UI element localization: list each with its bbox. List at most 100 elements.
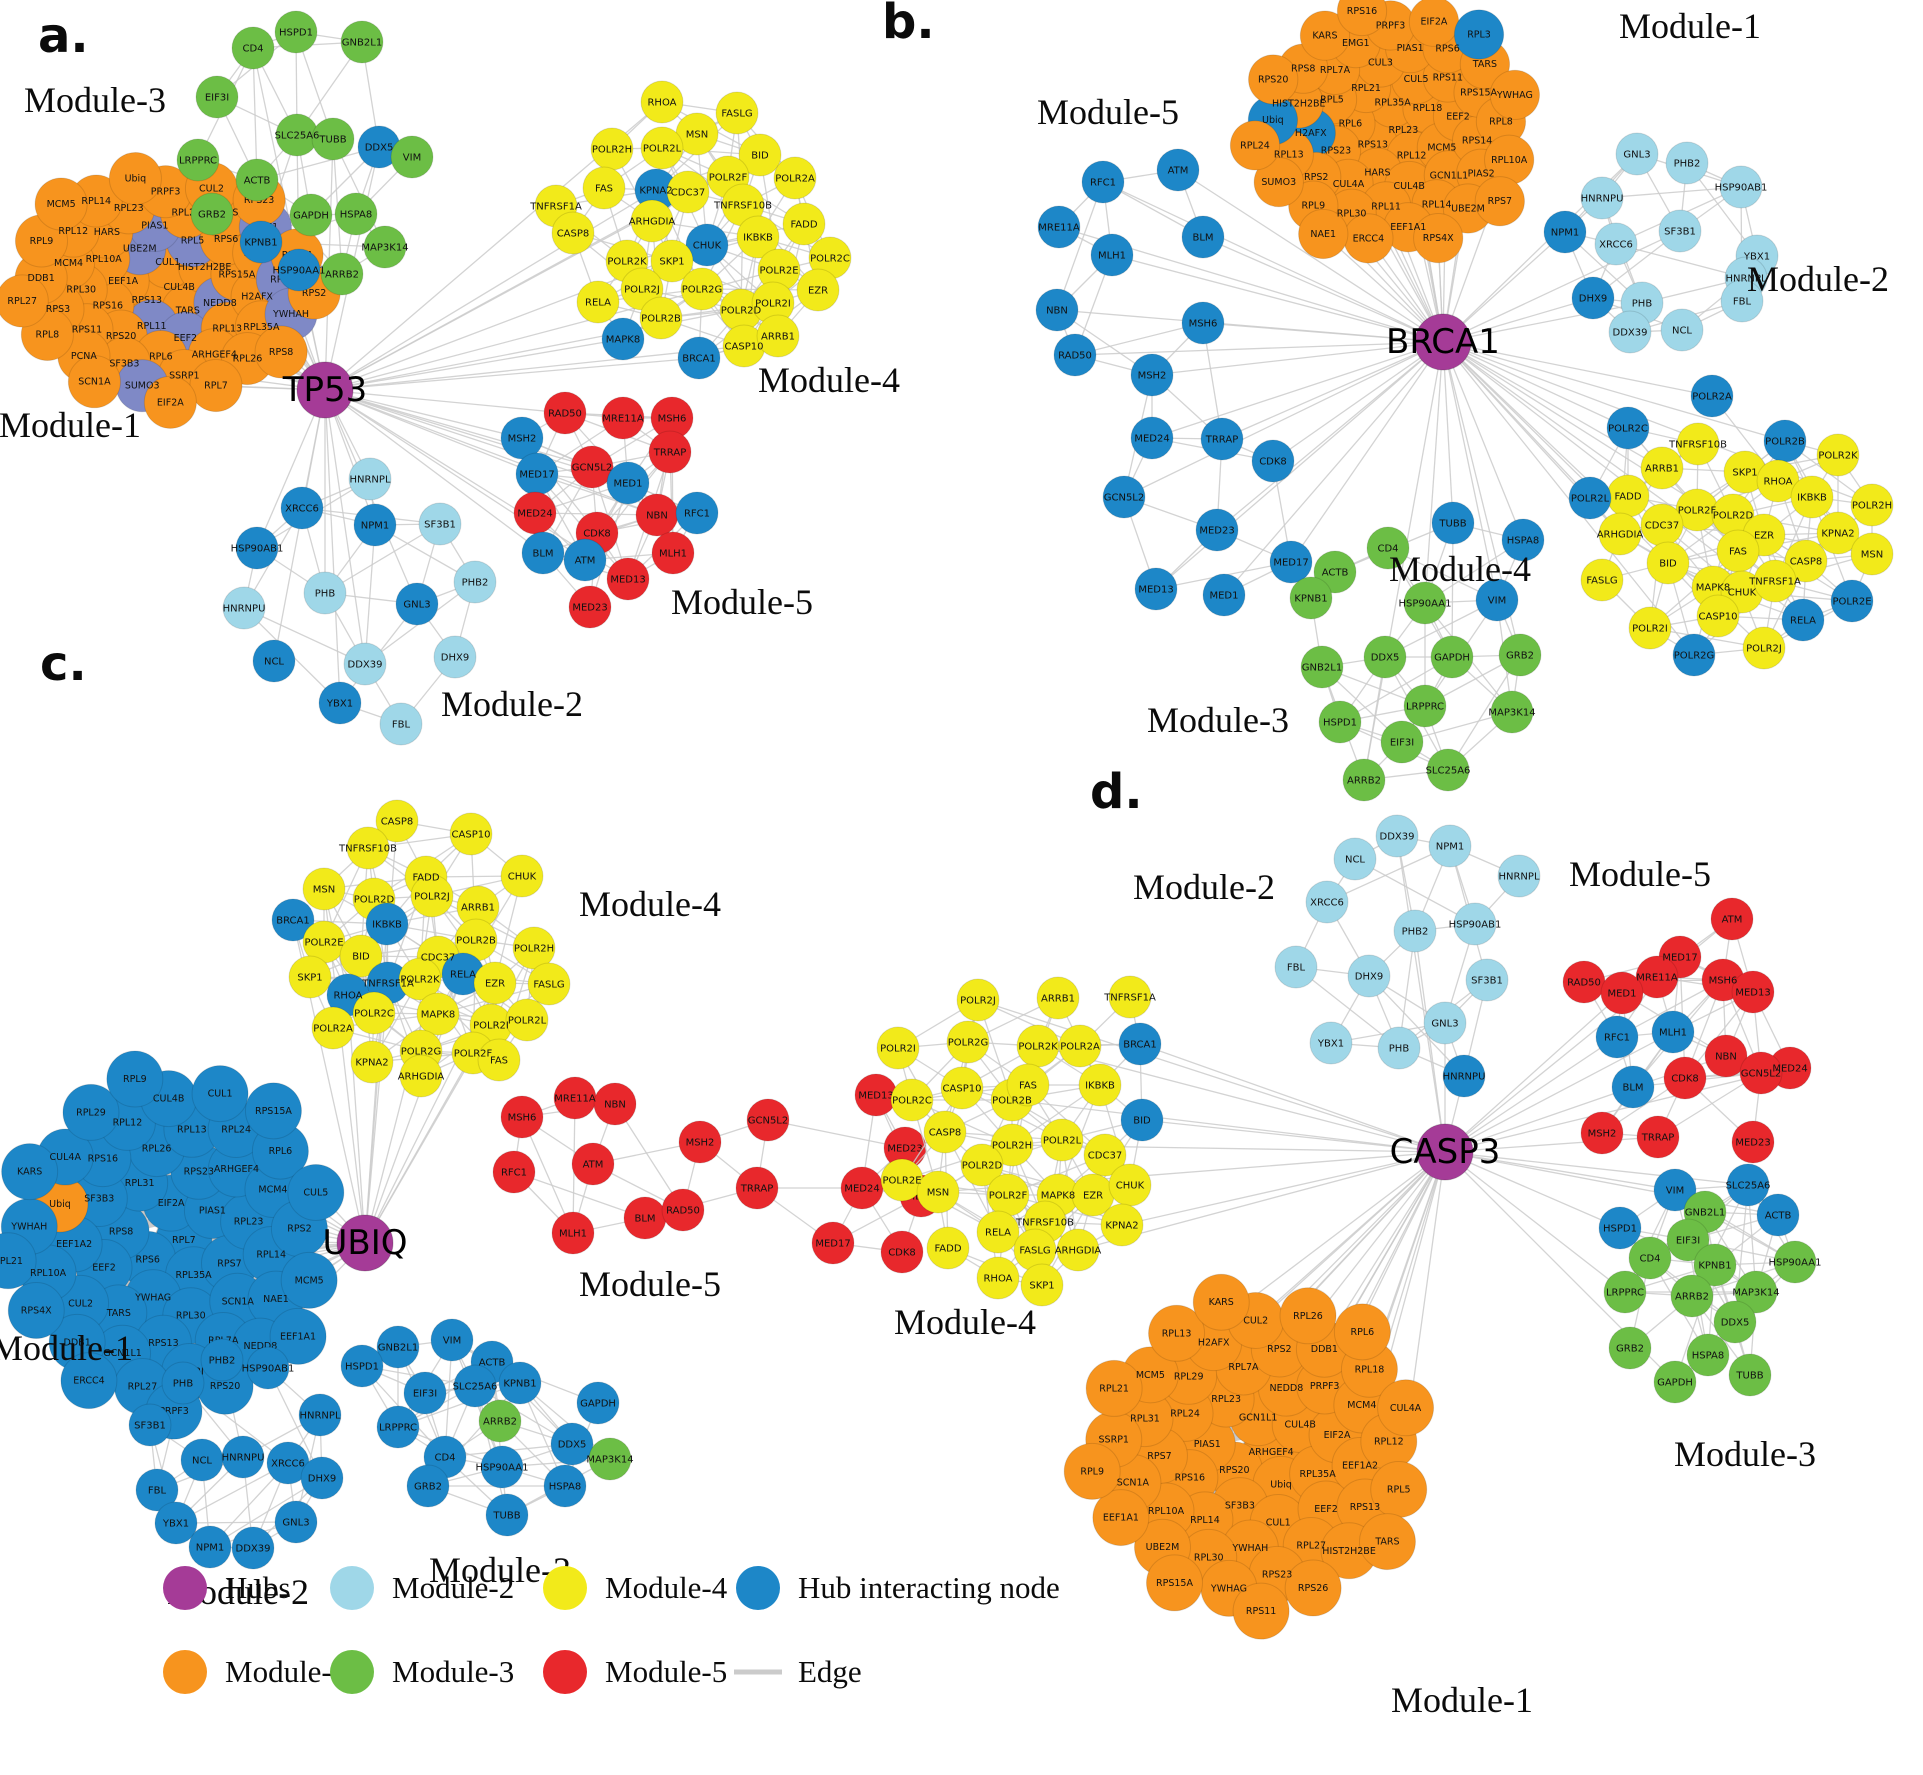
node-TARS[interactable] (1358, 1513, 1416, 1571)
node-NPM1[interactable] (1428, 824, 1472, 868)
node-MSH2[interactable] (1580, 1111, 1624, 1155)
node-GNB2L1[interactable] (376, 1325, 420, 1369)
node-POLR2C[interactable] (352, 991, 396, 1035)
node-HSP90AB1[interactable] (1453, 902, 1497, 946)
node-LRPPRC[interactable] (1603, 1270, 1647, 1314)
node-HSP90AA1[interactable] (480, 1445, 524, 1489)
node-MAP3K14[interactable] (1490, 690, 1534, 734)
node-KPNB1[interactable] (1693, 1243, 1737, 1287)
node-XRCC6[interactable] (1594, 222, 1638, 266)
node-MSH2[interactable] (678, 1120, 722, 1164)
node-SKP1[interactable] (1020, 1263, 1064, 1307)
node-IKBKB[interactable] (1790, 475, 1834, 519)
node-GRB2[interactable] (406, 1464, 450, 1508)
node-SF3B1[interactable] (1658, 209, 1702, 253)
node-ACTB[interactable] (1756, 1193, 1800, 1237)
node-VIM[interactable] (1475, 578, 1519, 622)
node-EZR[interactable] (796, 268, 840, 312)
node-DHX9[interactable] (1571, 276, 1615, 320)
node-MAPK8[interactable] (416, 992, 460, 1036)
node-HNRNPU[interactable] (222, 586, 266, 630)
node-FASLG[interactable] (527, 962, 571, 1006)
node-POLR2G[interactable] (946, 1020, 990, 1064)
node-IKBKB[interactable] (736, 215, 780, 259)
node-HSP90AB1[interactable] (235, 526, 279, 570)
node-RAD50[interactable] (1562, 960, 1606, 1004)
node-MED1[interactable] (1202, 573, 1246, 617)
node-POLR2F[interactable] (986, 1173, 1030, 1217)
node-MSN[interactable] (1850, 532, 1894, 576)
node-GCN5L2[interactable] (1739, 1051, 1783, 1095)
node-CUL4A[interactable] (1377, 1379, 1435, 1437)
node-TRRAP[interactable] (735, 1166, 779, 1210)
node-VIM[interactable] (390, 135, 434, 179)
node-EEF1A1[interactable] (269, 1307, 327, 1365)
node-RFC1[interactable] (675, 491, 719, 535)
node-NCL[interactable] (252, 639, 296, 683)
node-CASP8[interactable] (375, 799, 419, 843)
node-ARRB2[interactable] (320, 252, 364, 296)
node-GAPDH[interactable] (576, 1381, 620, 1425)
node-MCM5[interactable] (280, 1251, 338, 1309)
node-ARRB1[interactable] (1640, 446, 1684, 490)
node-VIM[interactable] (430, 1318, 474, 1362)
node-POLR2G[interactable] (680, 267, 724, 311)
node-FAS[interactable] (1006, 1063, 1050, 1107)
node-ARHGDIA[interactable] (630, 199, 674, 243)
node-TRRAP[interactable] (648, 430, 692, 474)
hub-node-BRCA1[interactable] (1414, 313, 1472, 371)
node-BID[interactable] (339, 934, 383, 978)
node-DDX39[interactable] (1608, 310, 1652, 354)
node-DHX9[interactable] (1347, 954, 1391, 998)
node-XRCC6[interactable] (280, 486, 324, 530)
node-KPNA2[interactable] (1100, 1203, 1144, 1247)
node-BLM[interactable] (623, 1196, 667, 1240)
node-GRB2[interactable] (1608, 1326, 1652, 1370)
node-RFC1[interactable] (1081, 160, 1125, 204)
node-MED23[interactable] (1731, 1120, 1775, 1164)
node-RAD50[interactable] (543, 391, 587, 435)
node-SF3B1[interactable] (1465, 958, 1509, 1002)
node-ARRB1[interactable] (1036, 976, 1080, 1020)
node-HSPA8[interactable] (1501, 518, 1545, 562)
node-NBN[interactable] (593, 1082, 637, 1126)
node-GNL3[interactable] (1423, 1001, 1467, 1045)
node-KARS[interactable] (1192, 1273, 1250, 1331)
node-MED24[interactable] (1130, 416, 1174, 460)
node-RPL21[interactable] (1085, 1359, 1143, 1417)
node-MRE11A[interactable] (553, 1076, 597, 1120)
node-MED13[interactable] (1731, 970, 1775, 1014)
node-EIF2A[interactable] (143, 375, 197, 429)
node-RPL29[interactable] (62, 1083, 120, 1141)
node-POLR2A[interactable] (1690, 374, 1734, 418)
node-FADD[interactable] (1606, 474, 1650, 518)
node-POLR2H[interactable] (590, 127, 634, 171)
node-CASP10[interactable] (1696, 594, 1740, 638)
node-PHB2[interactable] (200, 1338, 244, 1382)
node-RPL6[interactable] (1333, 1303, 1391, 1361)
node-SCN1A[interactable] (67, 355, 121, 409)
node-CASP8[interactable] (923, 1110, 967, 1154)
node-MED24[interactable] (513, 491, 557, 535)
node-FBL[interactable] (135, 1468, 179, 1512)
node-CASP10[interactable] (940, 1066, 984, 1110)
node-MED17[interactable] (1269, 540, 1313, 584)
node-EIF3I[interactable] (1380, 720, 1424, 764)
node-POLR2K[interactable] (1016, 1024, 1060, 1068)
node-MED17[interactable] (515, 452, 559, 496)
node-RPL7[interactable] (189, 358, 243, 413)
node-ARHGDIA[interactable] (399, 1054, 443, 1098)
hub-node-TP53[interactable] (296, 361, 354, 419)
node-POLR2B[interactable] (639, 296, 683, 340)
node-POLR2C[interactable] (1606, 406, 1650, 450)
node-BLM[interactable] (1181, 215, 1225, 259)
node-CDC37[interactable] (1640, 503, 1684, 547)
node-KPNB1[interactable] (498, 1361, 542, 1405)
node-RPL24[interactable] (1229, 120, 1281, 171)
node-POLR2I[interactable] (1628, 606, 1672, 650)
node-PHB[interactable] (1377, 1026, 1421, 1070)
node-DDX5[interactable] (550, 1422, 594, 1466)
node-PHB[interactable] (161, 1361, 205, 1405)
node-CDK8[interactable] (880, 1230, 924, 1274)
node-HSP90AB1[interactable] (246, 1346, 290, 1390)
